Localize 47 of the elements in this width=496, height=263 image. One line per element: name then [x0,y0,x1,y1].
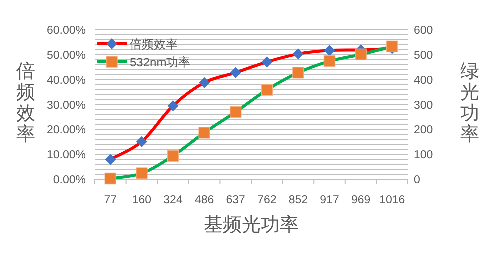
y-tick-label: 20.00% [46,124,86,137]
y-axis-title: 倍频效率 [16,62,36,146]
x-tick-label: 160 [132,194,152,206]
point [199,77,210,88]
point [230,106,242,118]
y2-tick-label: 0 [414,174,420,186]
y2-tick-label: 600 [414,25,434,37]
x-tick-label: 917 [320,194,340,206]
y2-tick-label: 300 [414,100,434,112]
x-tick-label: 486 [194,194,214,206]
y2-tick-label: 100 [414,150,434,162]
y2-tick-label: 200 [414,124,434,137]
point [105,154,116,166]
point [198,127,210,139]
x-tick-label: 852 [288,194,308,206]
point [324,56,336,68]
point [167,150,180,162]
x-tick-label: 762 [258,194,277,206]
y2-axis-title: 绿光功率 [460,62,480,146]
y-tick-label: 60.00% [46,25,86,37]
point [261,84,273,96]
y2-tick-label: 500 [414,50,434,62]
y-tick-label: 30.00% [46,100,86,112]
point [136,136,148,148]
x-tick-label: 77 [104,194,118,206]
x-axis-title: 基频光功率 [204,214,299,236]
x-tick-label: 969 [351,194,371,206]
point [136,168,148,180]
point [262,56,273,68]
y-tick-label: 10.00% [46,150,86,162]
point [292,48,304,60]
point [230,67,242,78]
point [104,172,116,185]
point [324,45,336,56]
point [292,67,304,79]
x-tick-label: 324 [164,194,184,206]
y-tick-label: 40.00% [46,74,86,87]
x-tick-label: 1016 [380,194,406,206]
x-tick-label: 637 [226,194,246,206]
y2-tick-label: 400 [414,74,434,87]
point [386,40,398,53]
y-tick-label: 50.00% [46,50,86,62]
point [355,48,367,61]
legend-label: 倍频效率 [130,38,178,52]
point [168,100,179,112]
y-tick-label: 0.00% [53,174,86,186]
legend-label: 532nm功率 [130,56,191,70]
